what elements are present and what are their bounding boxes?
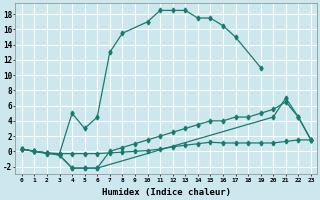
X-axis label: Humidex (Indice chaleur): Humidex (Indice chaleur) [102,188,231,197]
